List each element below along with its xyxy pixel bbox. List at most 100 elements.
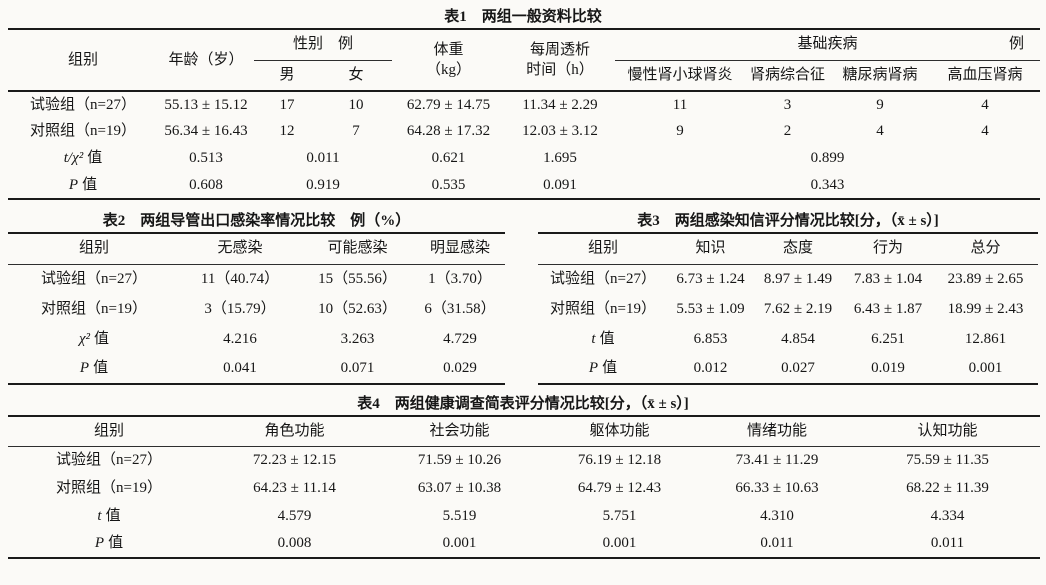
stat-label: 值 bbox=[108, 535, 124, 552]
column-header-weight-line2: （kg） bbox=[426, 62, 472, 78]
row-label: 试验组（n=27） bbox=[30, 96, 136, 113]
table-cell: 3 bbox=[783, 96, 792, 113]
table-cell: 0.621 bbox=[431, 150, 466, 167]
column-header-physical-function: 躯体功能 bbox=[540, 416, 699, 447]
table-row: 对照组（n=19） 5.53 ± 1.09 7.62 ± 2.19 6.43 ±… bbox=[538, 294, 1038, 324]
table-cell: 55.13 ± 15.12 bbox=[164, 96, 248, 113]
table-cell: 0.012 bbox=[693, 360, 728, 377]
table-cell: 4 bbox=[981, 96, 989, 113]
table-row: 对照组（n=19） 64.23 ± 11.14 63.07 ± 10.38 64… bbox=[8, 474, 1040, 502]
row-label: 对照组（n=19） bbox=[550, 300, 656, 317]
stat-symbol: t bbox=[591, 330, 596, 347]
table1-title: 表1 两组一般资料比较 bbox=[444, 9, 602, 25]
table-cell: 5.751 bbox=[602, 507, 637, 524]
table-cell: 0.513 bbox=[189, 150, 223, 167]
table-cell: 3.263 bbox=[340, 330, 375, 347]
row-label: 试验组（n=27） bbox=[56, 451, 162, 468]
table-row: 试验组（n=27） 11（40.74） 15（55.56） 1（3.70） bbox=[8, 264, 505, 294]
table-cell: 1.695 bbox=[543, 150, 577, 167]
table-cell: 73.41 ± 11.29 bbox=[735, 451, 819, 468]
stat-symbol: P bbox=[94, 535, 105, 552]
table3-title: 表3 两组感染知信评分情况比较[分，（x̄ ± s）] bbox=[637, 213, 939, 229]
column-header-female: 女 bbox=[320, 60, 393, 92]
table-cell: 6.251 bbox=[871, 330, 905, 347]
table-cell: 0.011 bbox=[760, 535, 794, 552]
column-header-dialysis-line1: 每周透析 bbox=[530, 42, 591, 58]
row-label: 试验组（n=27） bbox=[550, 270, 656, 287]
table-cell: 0.029 bbox=[443, 360, 477, 377]
table-cell: 0.535 bbox=[431, 176, 466, 193]
column-header-cognitive-function: 认知功能 bbox=[855, 416, 1040, 447]
stat-symbol: P bbox=[68, 176, 79, 193]
column-header-male: 男 bbox=[254, 60, 320, 92]
table-cell: 11 bbox=[672, 96, 688, 113]
table-cell: 68.22 ± 11.39 bbox=[906, 479, 989, 496]
table-cell: 7.83 ± 1.04 bbox=[853, 270, 923, 287]
table-cell: 64.28 ± 17.32 bbox=[406, 123, 491, 140]
table-cell: 5.53 ± 1.09 bbox=[676, 300, 745, 317]
table-cell: 6（31.58） bbox=[424, 300, 496, 317]
column-header-obvious-infection: 明显感染 bbox=[415, 233, 505, 265]
table-row: 试验组（n=27） 72.23 ± 12.15 71.59 ± 10.26 76… bbox=[8, 446, 1040, 474]
column-header-age: 年龄（岁） bbox=[158, 29, 254, 92]
column-header-dialysis-time: 每周透析 时间（h） bbox=[505, 29, 616, 92]
table-cell: 4 bbox=[876, 123, 884, 140]
stat-symbol: P bbox=[588, 360, 599, 377]
column-header-possible-infection: 可能感染 bbox=[300, 233, 415, 265]
table-cell: 12 bbox=[279, 123, 295, 140]
table-cell: 9 bbox=[676, 123, 684, 140]
stat-label: 值 bbox=[82, 176, 98, 193]
table2-title: 表2 两组导管出口感染率情况比较 例（%） bbox=[102, 213, 411, 229]
column-header-behavior: 行为 bbox=[843, 233, 933, 265]
stat-symbol: χ² bbox=[78, 330, 91, 347]
table-cell: 10（52.63） bbox=[318, 300, 397, 317]
row-label: 对照组（n=19） bbox=[56, 479, 162, 496]
underlying-disease-cases-label: 例 bbox=[1009, 36, 1025, 52]
table3: 组别 知识 态度 行为 总分 试验组（n=27） 6.73 ± 1.24 8.9… bbox=[538, 232, 1038, 385]
stat-symbol: t/χ² bbox=[63, 150, 84, 167]
table-cell: 0.011 bbox=[930, 535, 965, 552]
table3-section: 表3 两组感染知信评分情况比较[分，（x̄ ± s）] 组别 知识 态度 行为 … bbox=[538, 210, 1038, 385]
table-cell: 56.34 ± 16.43 bbox=[164, 123, 248, 140]
table-cell: 7.62 ± 2.19 bbox=[763, 300, 833, 317]
column-header-emotional-function: 情绪功能 bbox=[699, 416, 855, 447]
table-cell: 2 bbox=[783, 123, 792, 140]
column-header-group: 组别 bbox=[8, 233, 180, 265]
table-cell: 0.899 bbox=[810, 150, 845, 167]
table-cell: 0.008 bbox=[277, 535, 312, 552]
table-cell: 11.34 ± 2.29 bbox=[522, 96, 598, 113]
table-cell: 0.011 bbox=[306, 150, 340, 167]
table-row: 对照组（n=19） 3（15.79） 10（52.63） 6（31.58） bbox=[8, 294, 505, 324]
column-header-chronic-glomerulonephritis: 慢性肾小球肾炎 bbox=[615, 60, 746, 92]
column-header-weight-line1: 体重 bbox=[433, 42, 464, 58]
column-header-no-infection: 无感染 bbox=[180, 233, 300, 265]
table-cell: 4.729 bbox=[443, 330, 477, 347]
table2-section: 表2 两组导管出口感染率情况比较 例（%） 组别 无感染 可能感染 明显感染 试… bbox=[8, 210, 505, 385]
column-header-role-function: 角色功能 bbox=[210, 416, 379, 447]
column-header-attitude: 态度 bbox=[753, 233, 843, 265]
table-cell: 12.861 bbox=[964, 330, 1007, 347]
table-cell: 75.59 ± 11.35 bbox=[906, 451, 989, 468]
table1: 组别 年龄（岁） 性别 例 体重 （kg） 每周透析 时间（h） 基础疾病 例 bbox=[8, 28, 1041, 200]
table-cell: 4.579 bbox=[277, 507, 312, 524]
table-cell: 71.59 ± 10.26 bbox=[417, 451, 502, 468]
table-cell: 6.73 ± 1.24 bbox=[676, 270, 745, 287]
table-cell: 23.89 ± 2.65 bbox=[947, 270, 1024, 287]
table-cell: 0.608 bbox=[189, 176, 223, 193]
table-cell: 0.001 bbox=[442, 535, 477, 552]
column-header-knowledge: 知识 bbox=[668, 233, 753, 265]
column-header-diabetic-nephropathy: 糖尿病肾病 bbox=[830, 60, 931, 92]
table4: 组别 角色功能 社会功能 躯体功能 情绪功能 认知功能 试验组（n=27） 72… bbox=[8, 415, 1040, 559]
table-cell: 0.919 bbox=[306, 176, 340, 193]
table-row: 试验组（n=27） 6.73 ± 1.24 8.97 ± 1.49 7.83 ±… bbox=[538, 264, 1038, 294]
table-cell: 4.854 bbox=[781, 330, 815, 347]
table-cell: 4.310 bbox=[760, 507, 794, 524]
table2: 组别 无感染 可能感染 明显感染 试验组（n=27） 11（40.74） 15（… bbox=[8, 232, 505, 385]
